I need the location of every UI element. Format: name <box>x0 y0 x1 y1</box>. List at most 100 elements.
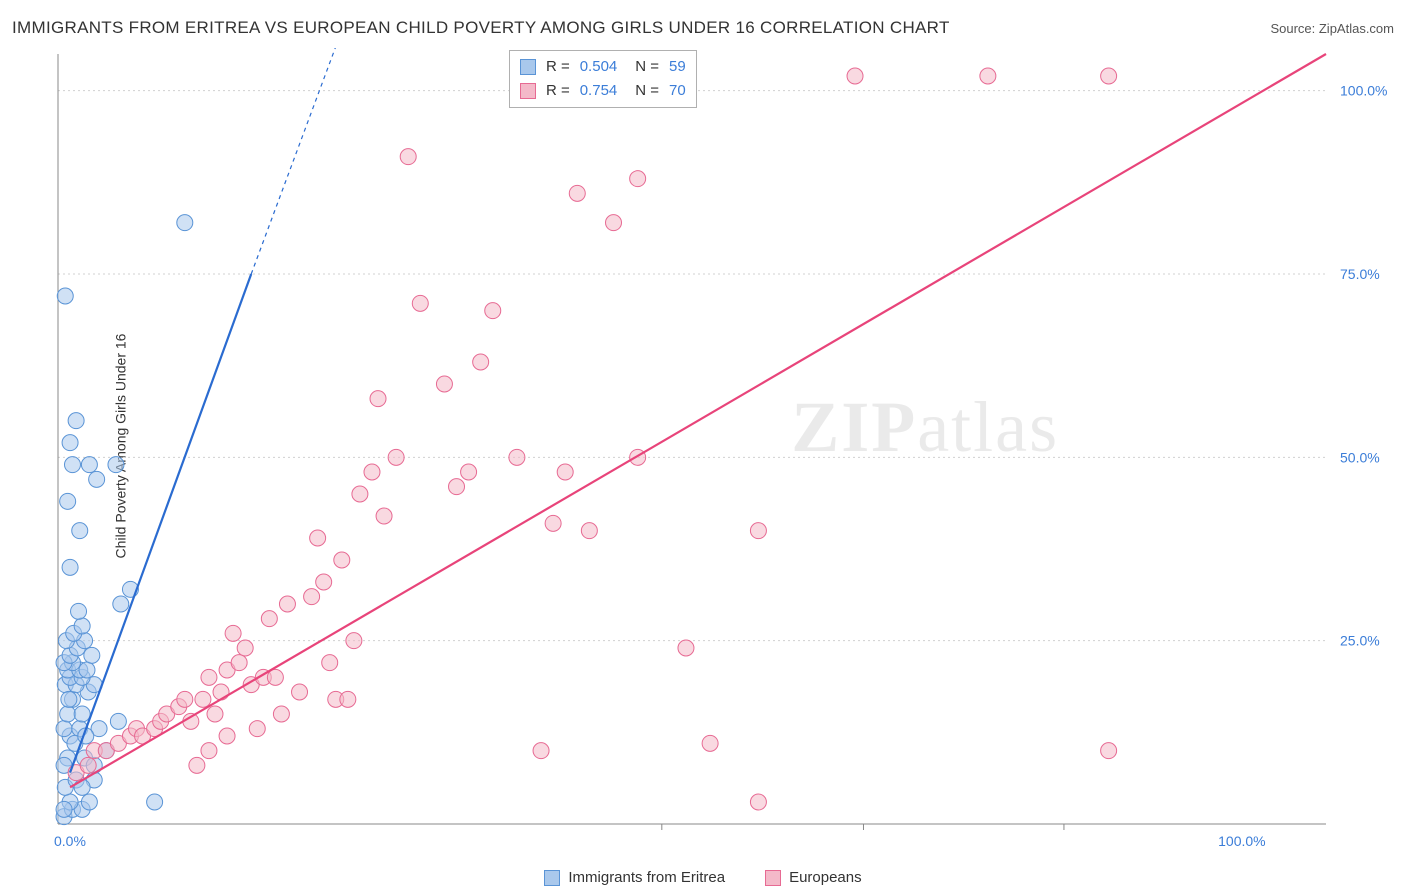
data-point-eritrea <box>147 794 163 810</box>
stats-n-label: N = <box>635 79 659 103</box>
data-point-eritrea <box>56 801 72 817</box>
legend-item-eritrea: Immigrants from Eritrea <box>544 869 725 886</box>
data-point-eritrea <box>74 779 90 795</box>
data-point-europeans <box>201 669 217 685</box>
data-point-europeans <box>177 691 193 707</box>
data-point-europeans <box>581 523 597 539</box>
data-point-europeans <box>606 215 622 231</box>
stats-swatch-eritrea <box>520 59 536 75</box>
data-point-europeans <box>750 523 766 539</box>
data-point-europeans <box>219 728 235 744</box>
data-point-europeans <box>980 68 996 84</box>
scatter-chart: 25.0%50.0%75.0%100.0%0.0%100.0% <box>52 48 1396 852</box>
data-point-europeans <box>231 655 247 671</box>
data-point-europeans <box>473 354 489 370</box>
data-point-eritrea <box>68 413 84 429</box>
stats-row-eritrea: R = 0.504 N = 59 <box>520 55 686 79</box>
x-tick-label: 100.0% <box>1218 833 1265 849</box>
data-point-europeans <box>189 757 205 773</box>
data-point-europeans <box>485 303 501 319</box>
data-point-eritrea <box>74 618 90 634</box>
y-tick-label: 100.0% <box>1340 83 1387 99</box>
bottom-legend: Immigrants from Eritrea Europeans <box>0 869 1406 886</box>
legend-item-europeans: Europeans <box>765 869 862 886</box>
y-tick-label: 25.0% <box>1340 633 1380 649</box>
data-point-europeans <box>533 743 549 759</box>
stats-n-value-europeans: 70 <box>669 79 686 103</box>
data-point-europeans <box>207 706 223 722</box>
source-prefix: Source: <box>1270 21 1318 36</box>
stats-swatch-europeans <box>520 83 536 99</box>
y-tick-label: 50.0% <box>1340 449 1380 465</box>
stats-n-value-eritrea: 59 <box>669 55 686 79</box>
data-point-europeans <box>80 757 96 773</box>
data-point-eritrea <box>177 215 193 231</box>
data-point-europeans <box>702 735 718 751</box>
data-point-eritrea <box>60 493 76 509</box>
data-point-europeans <box>195 691 211 707</box>
data-point-europeans <box>346 633 362 649</box>
data-point-eritrea <box>57 288 73 304</box>
x-tick-label: 0.0% <box>54 833 86 849</box>
stats-r-label: R = <box>546 79 570 103</box>
trend-line-dash-eritrea <box>251 48 336 274</box>
data-point-europeans <box>1101 68 1117 84</box>
data-point-europeans <box>364 464 380 480</box>
data-point-europeans <box>436 376 452 392</box>
data-point-europeans <box>557 464 573 480</box>
data-point-europeans <box>569 185 585 201</box>
data-point-europeans <box>304 589 320 605</box>
data-point-eritrea <box>89 471 105 487</box>
data-point-europeans <box>201 743 217 759</box>
data-point-eritrea <box>113 596 129 612</box>
stats-r-value-eritrea: 0.504 <box>580 55 618 79</box>
data-point-europeans <box>509 449 525 465</box>
data-point-europeans <box>750 794 766 810</box>
data-point-europeans <box>273 706 289 722</box>
data-point-eritrea <box>79 662 95 678</box>
data-point-europeans <box>237 640 253 656</box>
data-point-eritrea <box>110 713 126 729</box>
data-point-europeans <box>310 530 326 546</box>
data-point-eritrea <box>72 523 88 539</box>
data-point-eritrea <box>74 706 90 722</box>
data-point-eritrea <box>108 457 124 473</box>
legend-swatch-eritrea <box>544 870 560 886</box>
stats-row-europeans: R = 0.754 N = 70 <box>520 79 686 103</box>
data-point-eritrea <box>62 559 78 575</box>
data-point-europeans <box>334 552 350 568</box>
data-point-eritrea <box>81 794 97 810</box>
stats-legend: R = 0.504 N = 59 R = 0.754 N = 70 <box>509 50 697 108</box>
data-point-eritrea <box>84 647 100 663</box>
data-point-europeans <box>678 640 694 656</box>
data-point-europeans <box>388 449 404 465</box>
stats-n-label: N = <box>635 55 659 79</box>
data-point-europeans <box>461 464 477 480</box>
data-point-europeans <box>292 684 308 700</box>
data-point-eritrea <box>56 721 72 737</box>
data-point-europeans <box>847 68 863 84</box>
data-point-europeans <box>545 515 561 531</box>
data-point-europeans <box>370 391 386 407</box>
page-title: IMMIGRANTS FROM ERITREA VS EUROPEAN CHIL… <box>12 18 950 38</box>
source-label: Source: ZipAtlas.com <box>1270 21 1394 36</box>
data-point-europeans <box>1101 743 1117 759</box>
data-point-eritrea <box>71 603 87 619</box>
data-point-europeans <box>352 486 368 502</box>
stats-r-value-europeans: 0.754 <box>580 79 618 103</box>
data-point-europeans <box>376 508 392 524</box>
data-point-europeans <box>279 596 295 612</box>
data-point-europeans <box>213 684 229 700</box>
stats-r-label: R = <box>546 55 570 79</box>
data-point-europeans <box>316 574 332 590</box>
data-point-europeans <box>400 149 416 165</box>
data-point-eritrea <box>62 435 78 451</box>
data-point-europeans <box>449 479 465 495</box>
data-point-eritrea <box>60 706 76 722</box>
data-point-europeans <box>225 625 241 641</box>
data-point-europeans <box>412 295 428 311</box>
source-link[interactable]: ZipAtlas.com <box>1319 21 1394 36</box>
legend-label-eritrea: Immigrants from Eritrea <box>568 869 725 886</box>
data-point-eritrea <box>64 457 80 473</box>
data-point-europeans <box>630 171 646 187</box>
